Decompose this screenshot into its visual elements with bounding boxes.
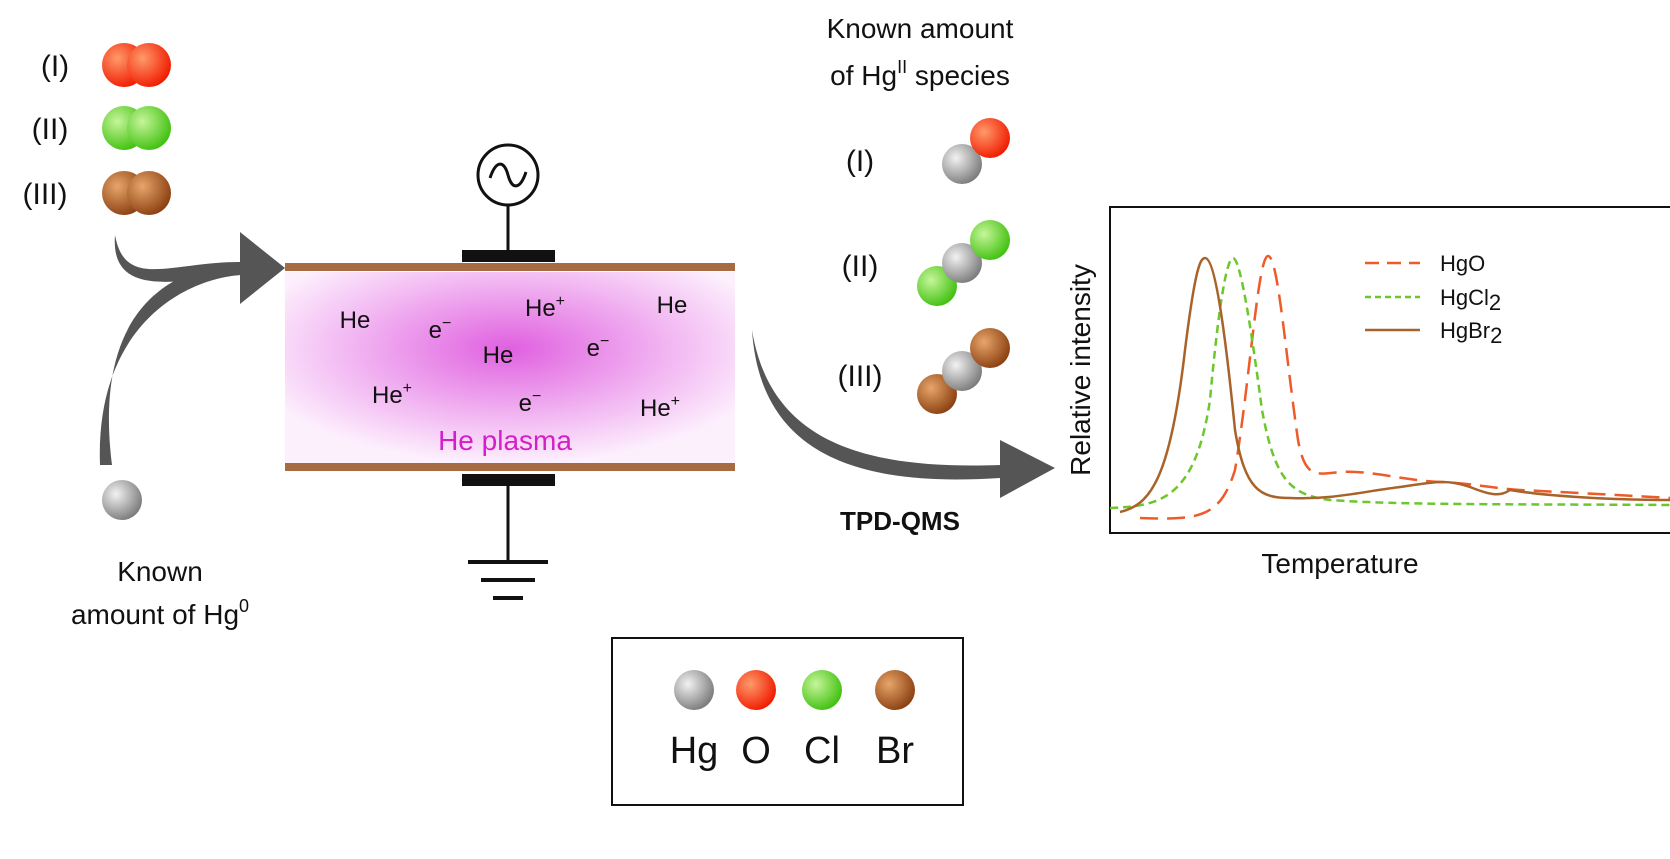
- species-label: He: [483, 342, 514, 369]
- x-axis-label: Temperature: [1261, 548, 1418, 579]
- text: He: [657, 292, 688, 319]
- element-key: [612, 638, 963, 805]
- element-label: Cl: [804, 730, 840, 772]
- element-label: Br: [876, 730, 914, 772]
- species-label: He: [657, 292, 688, 319]
- sup: 0: [239, 596, 249, 616]
- species-label: He: [340, 307, 371, 334]
- sup: −: [600, 333, 609, 350]
- product-label: (III): [838, 360, 883, 393]
- reactant-label: (III): [23, 178, 68, 211]
- products-title: of HgII species: [830, 57, 1010, 91]
- reactant-label: (II): [32, 113, 69, 146]
- text: HgBr: [1440, 318, 1490, 343]
- element-label: O: [741, 730, 771, 772]
- text: He: [483, 342, 514, 369]
- diagram: (I) (II) (III) Known amount of Hg0 Hee−H…: [0, 0, 1670, 859]
- product-label: (II): [842, 250, 879, 283]
- hg0-label: amount of Hg0: [71, 596, 249, 630]
- sub: 2: [1490, 323, 1502, 348]
- products-title: Known amount: [827, 13, 1014, 44]
- method-label: TPD-QMS: [840, 506, 960, 536]
- inlet-arrow: [100, 232, 285, 465]
- text: e: [519, 390, 532, 417]
- hg0-label: Known: [117, 556, 203, 587]
- text: He: [372, 382, 403, 409]
- sub: 2: [1489, 290, 1501, 315]
- reactant-label: (I): [41, 50, 69, 83]
- text: He: [640, 395, 671, 422]
- text: He: [340, 307, 371, 334]
- legend-label: HgO: [1440, 251, 1485, 276]
- element-label: Hg: [670, 730, 719, 772]
- plasma-label: He plasma: [438, 425, 572, 456]
- text: He: [525, 295, 556, 322]
- text: of Hg: [830, 60, 897, 91]
- text: species: [907, 60, 1010, 91]
- inset-frame: [1110, 207, 1670, 533]
- sup: +: [671, 393, 680, 410]
- sup: +: [556, 293, 565, 310]
- sup: II: [897, 57, 907, 77]
- text: e: [429, 317, 442, 344]
- text: e: [587, 335, 600, 362]
- text: HgCl: [1440, 285, 1489, 310]
- sup: +: [403, 380, 412, 397]
- outlet-arrow: [752, 330, 1055, 498]
- text: HgO: [1440, 251, 1485, 276]
- sup: −: [532, 388, 541, 405]
- text: amount of Hg: [71, 599, 239, 630]
- y-axis-label: Relative intensity: [1065, 264, 1096, 476]
- sup: −: [442, 315, 451, 332]
- product-molecules: [917, 118, 1010, 414]
- product-label: (I): [846, 145, 874, 178]
